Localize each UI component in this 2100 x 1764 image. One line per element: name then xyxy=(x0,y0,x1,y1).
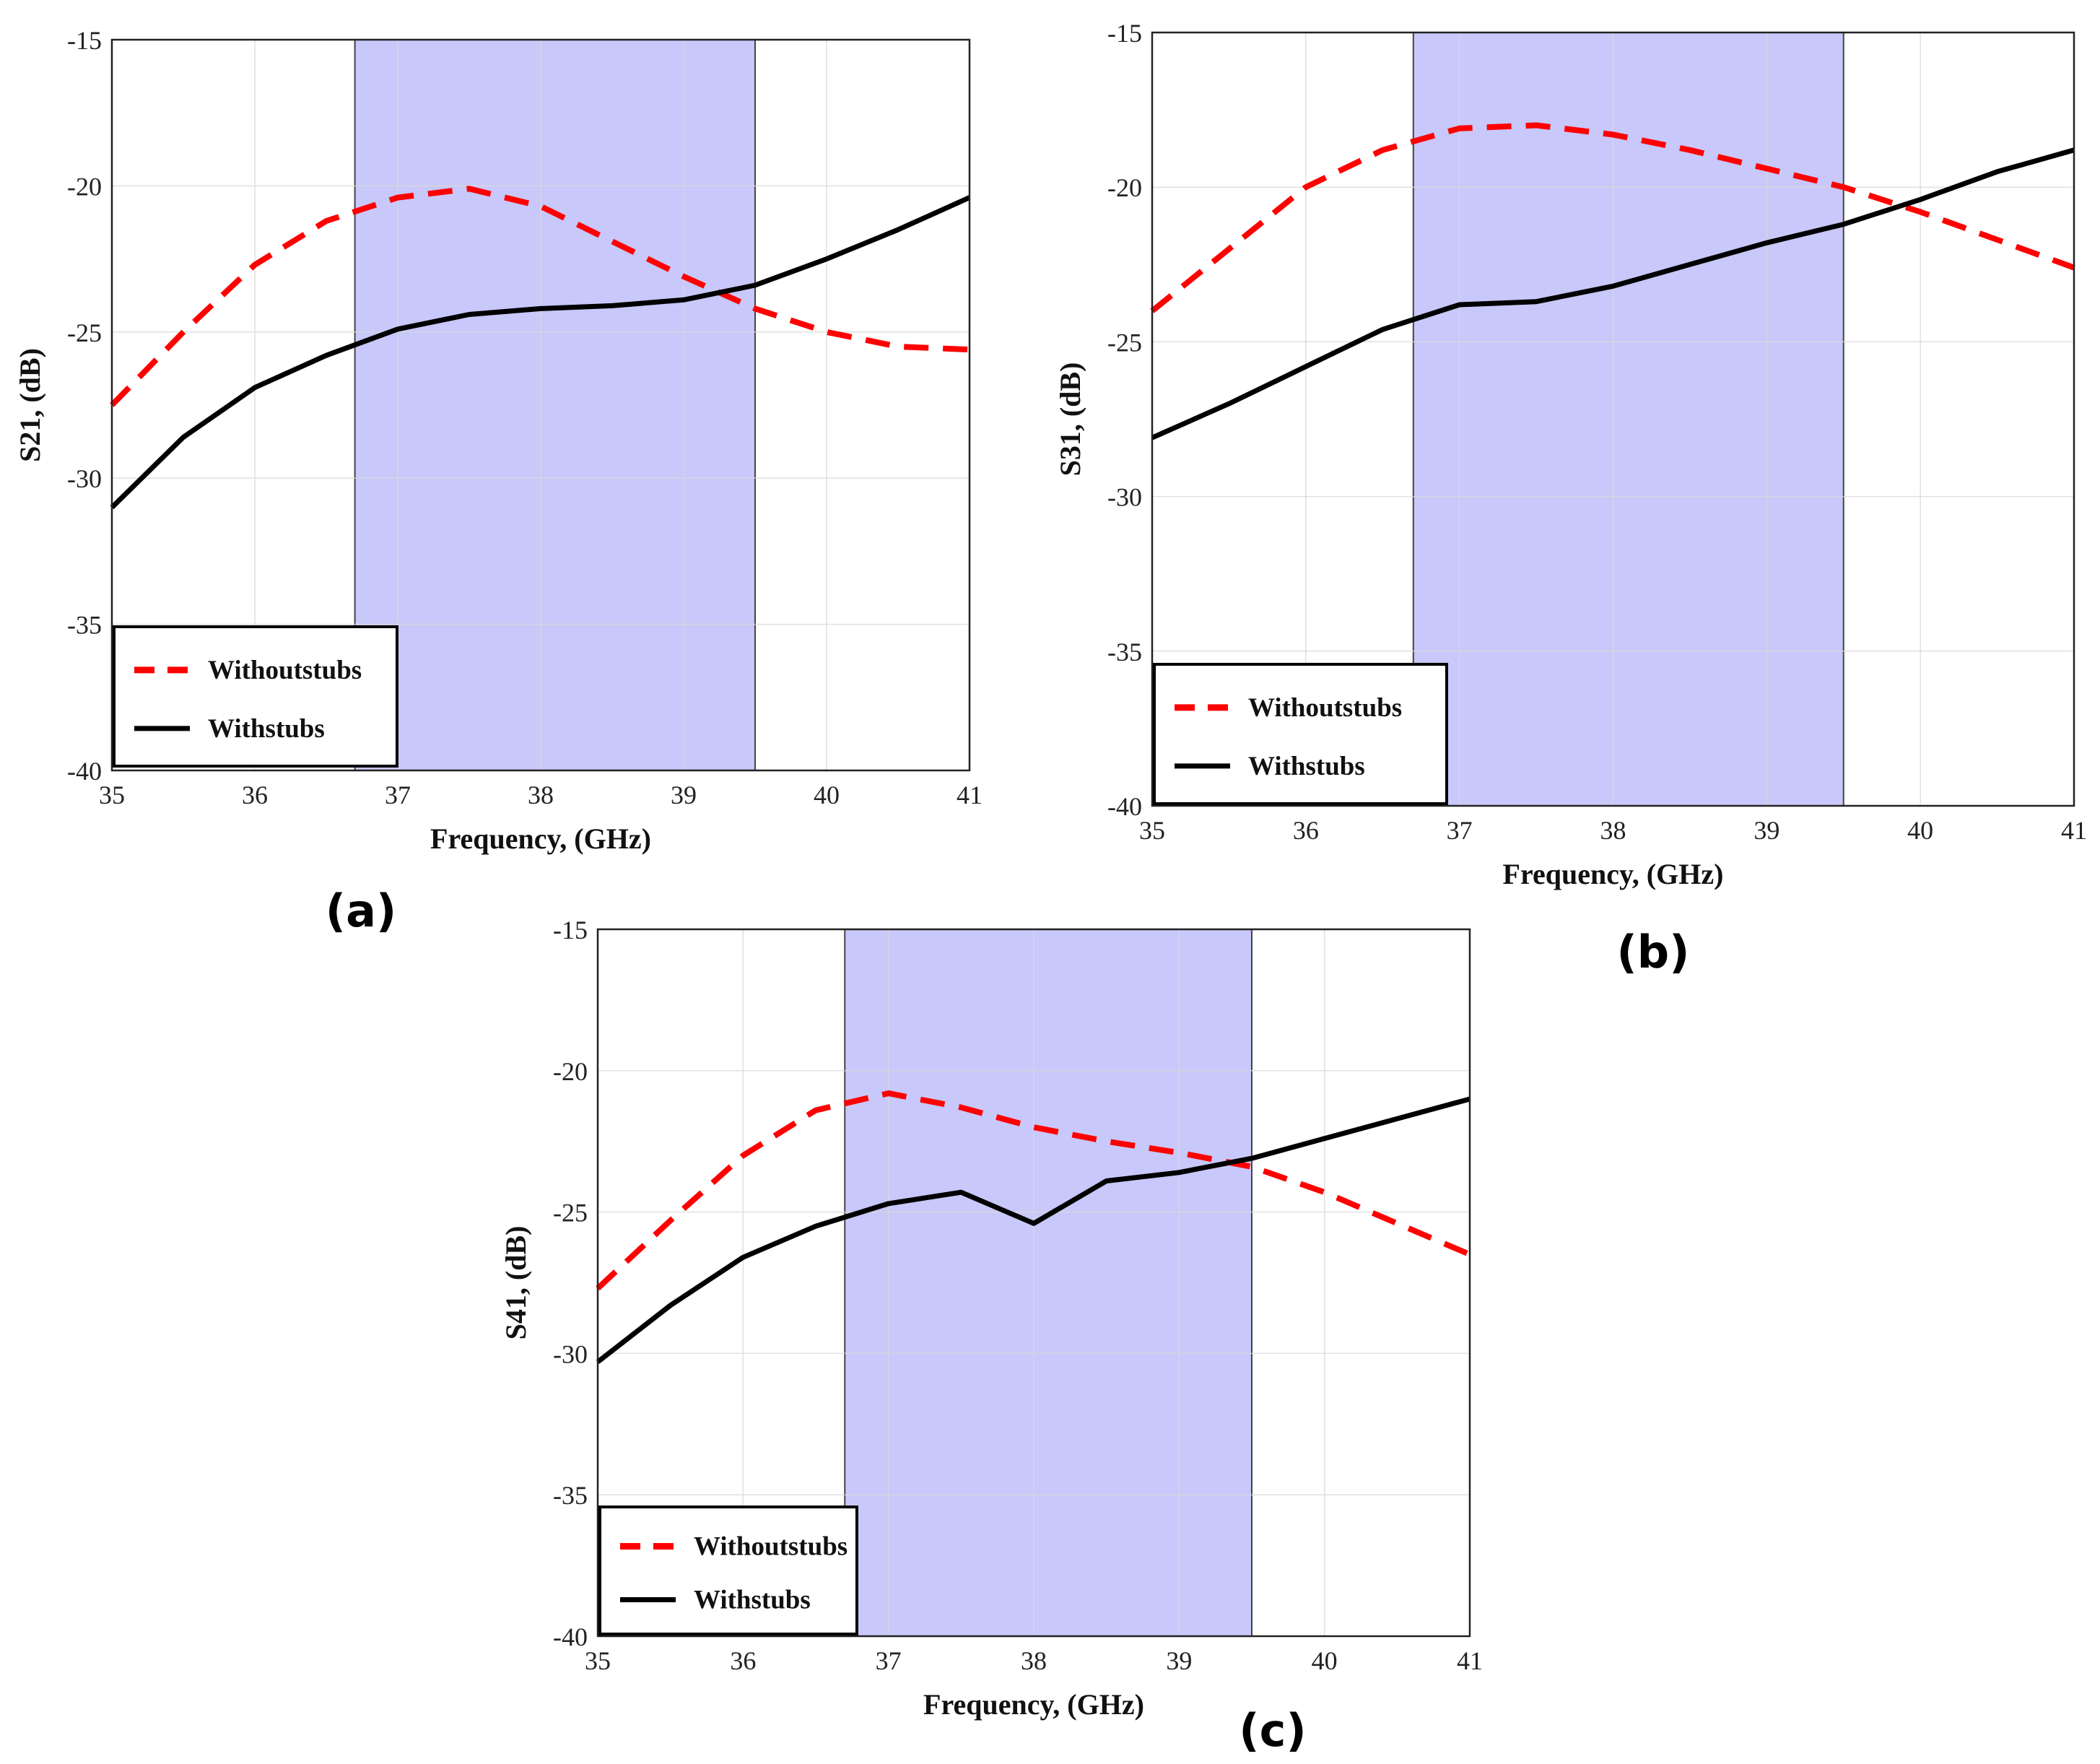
x-axis-title: Frequency, (GHz) xyxy=(923,1688,1144,1721)
x-tick-label: 37 xyxy=(876,1646,902,1675)
x-tick-label: 35 xyxy=(585,1646,611,1675)
x-tick-label: 36 xyxy=(1293,816,1319,845)
axes-frame xyxy=(596,928,1471,1638)
x-tick-label: 41 xyxy=(957,781,983,809)
y-tick-label: -35 xyxy=(67,611,102,640)
x-tick-label: 36 xyxy=(242,781,268,809)
chart-panel-3: 35 36 37 38 39 40 41 -15 -20 -25 -30 -35 -40 Frequenc… xyxy=(500,916,1483,1757)
y-tick-label: -20 xyxy=(553,1057,588,1086)
series-line-withoutstubs xyxy=(596,1090,1471,1291)
legend-label: Withoutstubs xyxy=(694,1532,848,1562)
legend-box xyxy=(1153,663,1448,805)
x-tick-label: 41 xyxy=(2061,816,2087,845)
y-tick-label: -40 xyxy=(67,757,102,786)
legend-label: Withstubs xyxy=(694,1585,811,1615)
legend-label: Withoutstubs xyxy=(208,656,362,685)
highlight-band xyxy=(1413,32,1844,806)
legend: Withoutstubs Withstubs xyxy=(113,625,398,768)
y-axis-title: S41, (dB) xyxy=(500,1226,532,1340)
legend: Withoutstubs Withstubs xyxy=(598,1506,858,1635)
panel-label: (c) xyxy=(1239,1704,1306,1757)
series-line-withoutstubs xyxy=(110,186,970,407)
series-line-withstubs xyxy=(596,1096,1471,1364)
axes-frame xyxy=(1151,31,2075,807)
legend-label: Withstubs xyxy=(1248,752,1365,781)
chart-panel-2: 35 36 37 38 39 40 41 -15 -20 -25 -30 -35 -40 Frequenc… xyxy=(1054,19,2087,978)
legend: Withoutstubs Withstubs xyxy=(1153,663,1448,805)
x-tick-label: 40 xyxy=(1907,816,1933,845)
y-tick-label: -35 xyxy=(1107,638,1142,666)
y-tick-label: -25 xyxy=(67,318,102,347)
y-tick-label: -15 xyxy=(553,916,588,944)
axes-frame xyxy=(110,38,971,772)
x-axis-title: Frequency, (GHz) xyxy=(1503,858,1724,890)
y-tick-label: -20 xyxy=(1107,173,1142,202)
x-tick-label: 36 xyxy=(730,1646,756,1675)
x-tick-label: 39 xyxy=(671,781,697,809)
x-tick-label: 38 xyxy=(1021,1646,1047,1675)
x-tick-label: 37 xyxy=(385,781,411,809)
legend-label: Withstubs xyxy=(208,714,325,744)
y-tick-label: -25 xyxy=(1107,328,1142,357)
y-tick-label: -15 xyxy=(1107,19,1142,48)
highlight-band xyxy=(354,40,756,770)
x-tick-label: 40 xyxy=(814,781,840,809)
chart-panel-1: 35 36 37 38 39 40 41 -15 -20 -25 -30 -35 -40 Frequenc… xyxy=(14,26,983,937)
x-axis-title: Frequency, (GHz) xyxy=(430,822,651,855)
x-tick-label: 35 xyxy=(99,781,125,809)
y-tick-label: -40 xyxy=(553,1622,588,1651)
y-tick-label: -30 xyxy=(553,1339,588,1368)
x-tick-label: 38 xyxy=(1600,816,1626,845)
y-tick-label: -20 xyxy=(67,172,102,201)
x-tick-label: 37 xyxy=(1447,816,1473,845)
panel-label: (a) xyxy=(326,885,397,937)
series-line-withstubs xyxy=(110,195,971,510)
series-line-withstubs xyxy=(1151,147,2075,440)
legend-label: Withoutstubs xyxy=(1248,693,1402,723)
x-tick-label: 35 xyxy=(1139,816,1165,845)
y-tick-label: -30 xyxy=(67,464,102,493)
x-tick-label: 40 xyxy=(1312,1646,1338,1675)
legend-box xyxy=(113,625,398,768)
panel-label: (b) xyxy=(1616,926,1689,978)
y-tick-label: -35 xyxy=(553,1481,588,1510)
x-tick-label: 39 xyxy=(1166,1646,1192,1675)
x-tick-label: 38 xyxy=(528,781,554,809)
legend-box xyxy=(598,1506,858,1635)
y-tick-label: -25 xyxy=(553,1199,588,1228)
series-line-withoutstubs xyxy=(1150,122,2075,313)
y-tick-label: -40 xyxy=(1107,792,1142,821)
y-tick-label: -15 xyxy=(67,26,102,55)
y-axis-title: S21, (dB) xyxy=(14,348,46,462)
highlight-band xyxy=(845,929,1252,1636)
x-tick-label: 41 xyxy=(1457,1646,1483,1675)
x-tick-label: 39 xyxy=(1753,816,1779,845)
y-axis-title: S31, (dB) xyxy=(1054,362,1086,477)
y-tick-label: -30 xyxy=(1107,483,1142,512)
